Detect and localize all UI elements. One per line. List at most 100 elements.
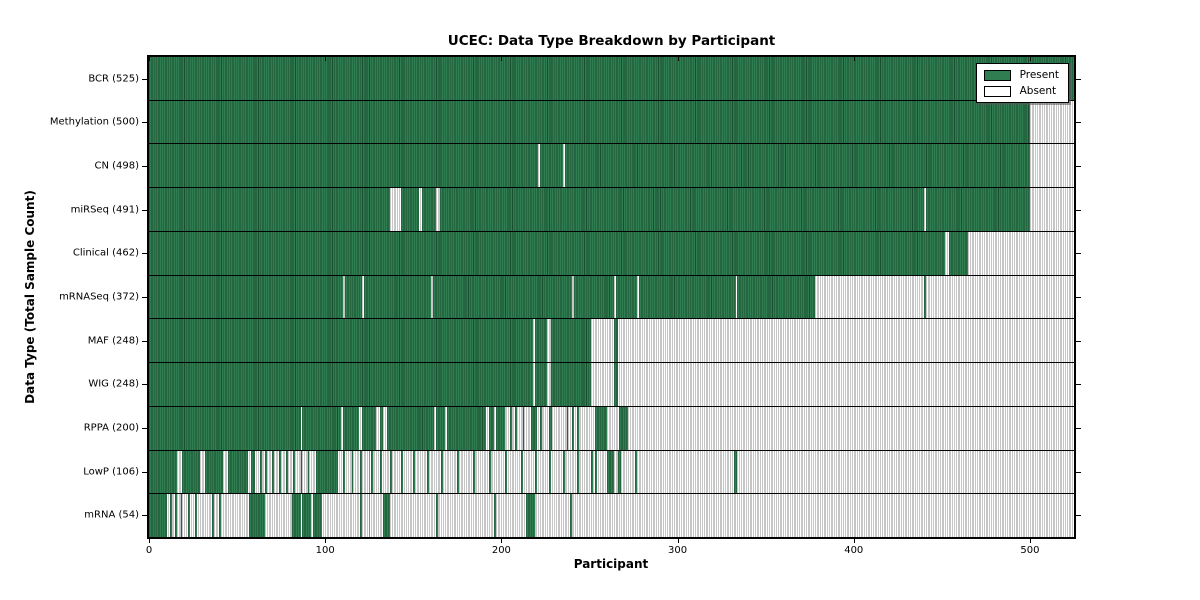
- present-segment: [577, 406, 579, 450]
- present-segment: [390, 450, 393, 494]
- x-tick: [501, 57, 503, 61]
- y-tick-label: MAF (248): [87, 335, 139, 347]
- x-tick-label: 400: [844, 545, 864, 556]
- present-segment: [614, 319, 618, 363]
- present-segment: [510, 406, 512, 450]
- y-tick: [142, 427, 147, 429]
- present-segment: [312, 494, 322, 538]
- present-segment: [496, 406, 505, 450]
- present-segment: [615, 275, 638, 319]
- present-segment: [522, 406, 525, 450]
- y-tick: [1076, 297, 1081, 298]
- y-tick: [1076, 427, 1081, 429]
- present-segment: [548, 450, 551, 494]
- present-segment: [441, 450, 444, 494]
- present-segment: [571, 406, 574, 450]
- x-tick: [677, 539, 679, 543]
- data-row-methylation: [149, 100, 1074, 145]
- legend-swatch-present-icon: [983, 69, 1011, 81]
- present-segment: [439, 188, 925, 231]
- present-segment: [286, 450, 289, 494]
- y-tick: [1076, 340, 1081, 342]
- x-tick: [853, 539, 855, 543]
- present-segment: [457, 450, 460, 494]
- y-tick: [142, 471, 147, 473]
- data-row-rppa: [149, 406, 1074, 451]
- present-segment: [594, 450, 597, 494]
- present-segment: [427, 450, 430, 494]
- present-segment: [607, 450, 615, 494]
- present-segment: [619, 406, 629, 450]
- present-segment: [291, 494, 301, 538]
- y-tick: [142, 297, 147, 298]
- present-segment: [205, 450, 223, 494]
- present-segment: [383, 494, 391, 538]
- present-segment: [534, 363, 548, 406]
- present-segment: [386, 406, 435, 450]
- present-segment: [566, 406, 569, 450]
- present-segment: [175, 494, 178, 538]
- y-tick: [1076, 253, 1081, 255]
- present-segment: [473, 450, 475, 494]
- present-segment: [251, 450, 255, 494]
- present-segment: [362, 406, 377, 450]
- y-tick: [142, 122, 147, 124]
- present-segment: [924, 275, 926, 319]
- present-segment: [413, 450, 416, 494]
- y-tick: [142, 253, 147, 255]
- present-segment: [948, 231, 969, 275]
- present-segment: [194, 494, 197, 538]
- present-segment: [577, 450, 579, 494]
- x-tick-label: 0: [145, 545, 153, 556]
- present-segment: [635, 450, 638, 494]
- present-segment: [180, 494, 183, 538]
- present-segment: [540, 144, 564, 188]
- y-tick: [142, 166, 147, 168]
- present-segment: [494, 494, 497, 538]
- x-tick: [149, 539, 150, 543]
- present-segment: [400, 450, 403, 494]
- present-segment: [300, 450, 303, 494]
- legend-entry: Absent: [983, 85, 1059, 97]
- legend-label: Absent: [1019, 85, 1057, 97]
- y-tick-label: BCR (525): [88, 73, 139, 85]
- present-segment: [564, 144, 1030, 188]
- x-tick-label: 200: [491, 545, 511, 556]
- x-tick: [1029, 539, 1031, 543]
- legend-label: Present: [1019, 69, 1059, 81]
- y-tick: [1076, 384, 1081, 386]
- present-segment: [432, 275, 572, 319]
- present-segment: [307, 450, 310, 494]
- present-segment: [446, 406, 486, 450]
- x-tick: [677, 57, 679, 61]
- present-segment: [520, 450, 523, 494]
- present-segment: [149, 188, 391, 231]
- y-tick: [1076, 515, 1081, 517]
- chart-title: UCEC: Data Type Breakdown by Participant: [447, 33, 776, 49]
- present-segment: [149, 100, 1030, 144]
- present-segment: [540, 406, 542, 450]
- y-tick-label: Clinical (462): [72, 247, 139, 259]
- present-segment: [279, 450, 282, 494]
- present-segment: [302, 406, 342, 450]
- x-tick: [325, 539, 327, 543]
- present-segment: [573, 275, 615, 319]
- present-segment: [149, 275, 343, 319]
- y-tick-label: RPPA (200): [83, 422, 139, 434]
- present-segment: [614, 363, 618, 406]
- present-segment: [149, 231, 946, 275]
- present-segment: [534, 319, 548, 363]
- present-segment: [249, 494, 266, 538]
- y-tick-label: mRNA (54): [84, 509, 139, 521]
- present-segment: [400, 188, 419, 231]
- present-segment: [316, 450, 338, 494]
- x-tick-label: 300: [668, 545, 688, 556]
- present-segment: [149, 144, 539, 188]
- data-row-wig: [149, 363, 1074, 407]
- present-segment: [149, 494, 167, 538]
- y-tick: [1076, 471, 1081, 473]
- present-segment: [548, 406, 553, 450]
- present-segment: [228, 450, 248, 494]
- y-tick-label: CN (498): [94, 160, 139, 172]
- present-segment: [360, 494, 363, 538]
